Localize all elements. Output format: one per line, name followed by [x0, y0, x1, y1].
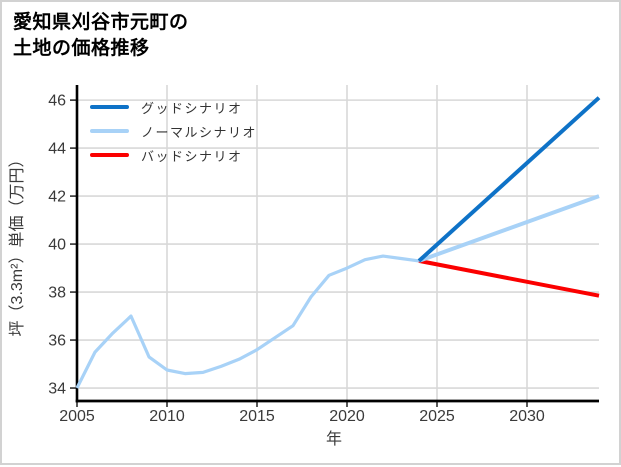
legend-item: グッドシナリオ — [90, 95, 257, 119]
legend-swatch — [90, 129, 129, 133]
x-tick-label: 2015 — [239, 408, 275, 425]
legend-item: ノーマルシナリオ — [90, 119, 257, 143]
y-tick-label: 44 — [48, 141, 66, 158]
x-tick-label: 2005 — [59, 408, 95, 425]
y-tick-label: 46 — [48, 93, 66, 110]
series-line — [75, 254, 420, 389]
legend-label: ノーマルシナリオ — [141, 124, 258, 140]
legend-label: グッドシナリオ — [141, 100, 243, 116]
legend-swatch — [90, 153, 129, 157]
y-tick-label: 40 — [48, 237, 66, 254]
x-axis-label: 年 — [326, 430, 342, 448]
chart-title-line-1: 愛知県刈谷市元町の — [13, 12, 189, 33]
legend: グッドシナリオ ノーマルシナリオ バッドシナリオ — [90, 95, 257, 167]
y-tick-label: 34 — [48, 381, 66, 398]
y-axis-label: 坪（3.3m²）単価（万円） — [8, 152, 26, 337]
x-tick-label: 2030 — [509, 408, 545, 425]
y-tick-label: 36 — [48, 333, 66, 350]
chart-title-line-2: 土地の価格推移 — [13, 38, 150, 59]
series-line — [417, 96, 601, 263]
series-line — [418, 194, 600, 263]
x-tick-label: 2010 — [149, 408, 185, 425]
y-tick-label: 42 — [48, 189, 66, 206]
series-line — [418, 258, 600, 298]
legend-swatch — [90, 105, 129, 109]
legend-item: バッドシナリオ — [90, 143, 257, 167]
chart-title: 愛知県刈谷市元町の 土地の価格推移 — [13, 10, 189, 62]
y-tick-label: 38 — [48, 285, 66, 302]
legend-label: バッドシナリオ — [141, 148, 243, 164]
x-tick-label: 2020 — [329, 408, 365, 425]
x-tick-label: 2025 — [419, 408, 455, 425]
